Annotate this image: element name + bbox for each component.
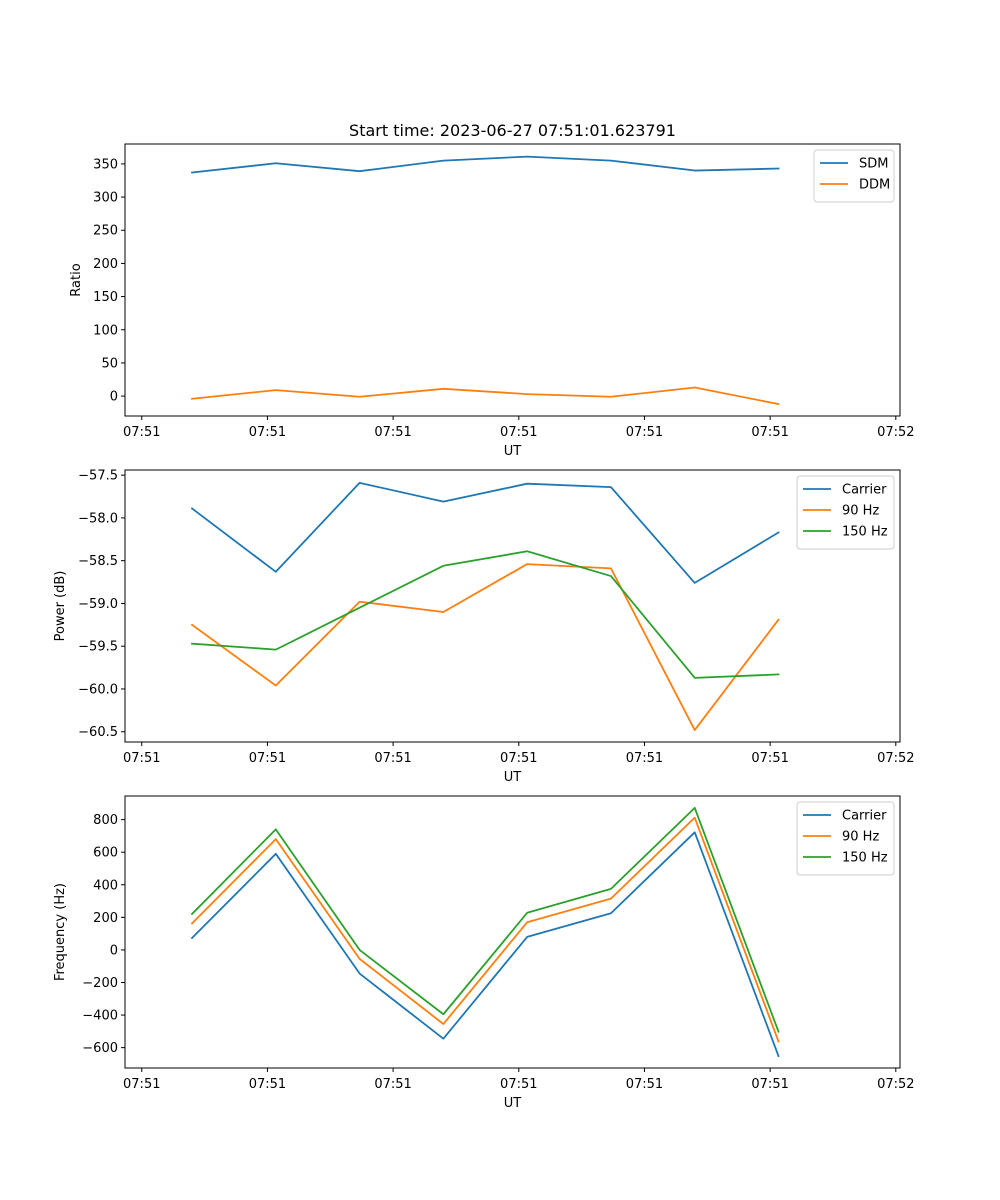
y-tick-label: −58.0: [78, 511, 118, 526]
legend-entry: SDM: [859, 157, 888, 172]
y-axis-label: Ratio: [69, 263, 84, 296]
axes-frame: [124, 795, 901, 1069]
x-tick-label: 07:51: [374, 1077, 411, 1092]
panels: 07:51 07:51 07:51 07:51 07:51 07:51 07:52 0 50 10…: [53, 143, 915, 1111]
y-tick-label: −400: [82, 1009, 118, 1024]
x-tick-label: 07:52: [877, 751, 914, 766]
x-tick-label: 07:52: [877, 1077, 914, 1092]
x-tick-label: 07:51: [374, 425, 411, 440]
panel-2: 07:51 07:51 07:51 07:51 07:51 07:51 07:52 −60.5…: [53, 469, 915, 785]
y-tick-label: 300: [93, 191, 118, 206]
series-line-2-3: [191, 550, 780, 679]
y-tick-label: −60.0: [78, 682, 118, 697]
panel-1: 07:51 07:51 07:51 07:51 07:51 07:51 07:52 0 50 10…: [69, 143, 915, 459]
x-tick-label: 07:51: [500, 1077, 537, 1092]
legend: Carrier 90 Hz 150 Hz: [796, 475, 895, 550]
x-tick-label: 07:51: [123, 425, 160, 440]
y-tick-label: −59.0: [78, 597, 118, 612]
y-tick-label: −200: [82, 976, 118, 991]
y-tick-label: 250: [93, 224, 118, 239]
x-tick-label: 07:51: [626, 751, 663, 766]
series-line-2-2: [190, 563, 780, 731]
y-tick-label: −58.5: [78, 554, 118, 569]
legend-entry: 150 Hz: [842, 525, 888, 540]
series-line-3-2: [190, 816, 780, 1043]
y-tick-label: 200: [93, 257, 118, 272]
legend-entry: 90 Hz: [842, 830, 879, 845]
x-tick-label: 07:51: [123, 751, 160, 766]
y-tick-label: 0: [110, 390, 118, 405]
legend-entry: 90 Hz: [842, 504, 879, 519]
x-tick-label: 07:51: [626, 425, 663, 440]
x-axis-label: UT: [504, 1096, 522, 1111]
legend-entry: Carrier: [842, 809, 887, 824]
series-line-3-3: [190, 806, 780, 1033]
y-tick-label: −57.5: [78, 469, 118, 484]
y-tick-label: −60.5: [78, 725, 118, 740]
x-tick-label: 07:51: [374, 751, 411, 766]
y-tick-label: 400: [93, 878, 118, 893]
series-line-3-1: [190, 831, 780, 1058]
legend: SDM DDM: [813, 149, 895, 203]
y-tick-label: 350: [93, 157, 118, 172]
x-tick-label: 07:51: [751, 751, 788, 766]
y-tick-label: 50: [101, 356, 118, 371]
legend-entry: Carrier: [842, 483, 887, 498]
figure-title: Start time: 2023-06-27 07:51:01.623791: [349, 121, 676, 140]
x-tick-label: 07:51: [249, 751, 286, 766]
x-tick-label: 07:51: [751, 1077, 788, 1092]
y-tick-label: −59.5: [78, 640, 118, 655]
legend-entry: 150 Hz: [842, 851, 888, 866]
y-tick-label: 600: [93, 846, 118, 861]
y-tick-label: −600: [82, 1041, 118, 1056]
series-line-2-1: [190, 481, 780, 584]
x-tick-label: 07:51: [751, 425, 788, 440]
y-axis-label: Power (dB): [53, 571, 68, 642]
x-tick-label: 07:51: [500, 425, 537, 440]
x-tick-label: 07:51: [123, 1077, 160, 1092]
x-axis-label: UT: [504, 444, 522, 459]
series-line-1-1: [191, 155, 780, 174]
x-tick-label: 07:51: [249, 1077, 286, 1092]
series-line-1-2: [191, 386, 780, 406]
y-axis-label: Frequency (Hz): [53, 883, 68, 981]
x-axis-label: UT: [504, 770, 522, 785]
y-tick-label: 150: [93, 290, 118, 305]
y-tick-label: 100: [93, 323, 118, 338]
x-tick-label: 07:51: [626, 1077, 663, 1092]
legend-entry: DDM: [859, 178, 890, 193]
y-tick-label: 800: [93, 813, 118, 828]
x-tick-label: 07:51: [500, 751, 537, 766]
axes-frame: [124, 143, 901, 417]
axes-frame: [124, 469, 901, 743]
x-tick-label: 07:51: [249, 425, 286, 440]
y-tick-label: 200: [93, 911, 118, 926]
legend: Carrier 90 Hz 150 Hz: [796, 801, 895, 876]
y-tick-label: 0: [110, 943, 118, 958]
panel-3: 07:51 07:51 07:51 07:51 07:51 07:51 07:52 −600 −…: [53, 795, 915, 1111]
x-tick-label: 07:52: [877, 425, 914, 440]
